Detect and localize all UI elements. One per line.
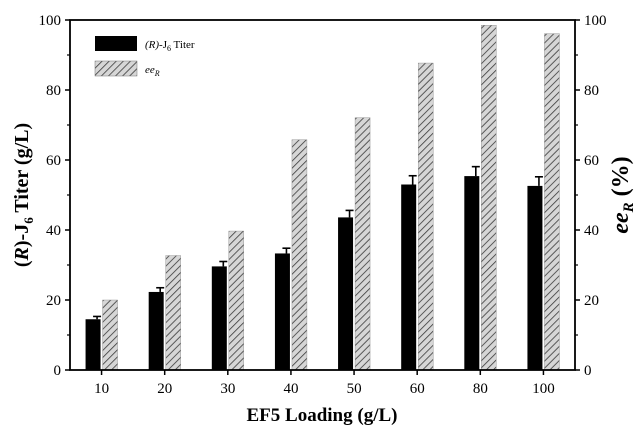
legend-swatch-ee (94, 60, 138, 77)
bar-ee-50 (354, 117, 371, 371)
x-tick-label-10: 10 (94, 381, 109, 397)
x-tick-label-80: 80 (473, 381, 488, 397)
y-left-tick-label-0: 0 (54, 363, 62, 379)
x-tick-label-40: 40 (283, 381, 298, 397)
y-left-tick-label-80: 80 (46, 83, 61, 99)
x-tick-label-20: 20 (157, 381, 172, 397)
bar-titer-50 (338, 217, 354, 370)
bar-titer-100 (527, 185, 543, 370)
y-right-tick-label-40: 40 (584, 223, 599, 239)
bar-titer-10 (85, 319, 101, 370)
legend: (R)-J6 Titer eeR (94, 36, 195, 78)
bar-ee-80 (481, 25, 497, 371)
bar-ee-30 (228, 230, 245, 371)
bars-layer (85, 25, 560, 371)
bar-titer-20 (148, 291, 164, 370)
y-right-tick-label-60: 60 (584, 153, 599, 169)
bar-ee-20 (165, 255, 181, 371)
bar-titer-40 (274, 253, 290, 370)
y-axis-title-left: (R)-J6 Titer (g/L) (11, 123, 36, 267)
axes-layer: 10 20 30 40 50 60 80 100 0 20 40 60 80 100 0 20 40 60 80 10… (39, 13, 607, 397)
legend-label-titer: (R)-J6 Titer (145, 39, 195, 53)
y-right-tick-label-20: 20 (584, 293, 599, 309)
y-right-tick-label-100: 100 (584, 13, 607, 29)
x-axis-title: EF5 Loading (g/L) (247, 405, 398, 426)
y-axis-title-right: eeR (%) (608, 156, 637, 233)
bar-titer-30 (211, 266, 227, 370)
bar-ee-60 (417, 62, 434, 371)
legend-label-ee: eeR (145, 64, 160, 78)
bar-ee-10 (102, 299, 118, 371)
x-tick-label-60: 60 (410, 381, 425, 397)
bar-titer-60 (401, 184, 417, 370)
bar-ee-40 (291, 139, 308, 371)
y-left-tick-label-100: 100 (39, 13, 62, 29)
y-right-tick-label-80: 80 (584, 83, 599, 99)
legend-swatch-titer (95, 36, 137, 51)
x-tick-label-30: 30 (220, 381, 235, 397)
y-left-tick-label-20: 20 (46, 293, 61, 309)
bar-titer-80 (464, 176, 480, 370)
x-tick-label-100: 100 (532, 381, 555, 397)
x-tick-label-50: 50 (347, 381, 362, 397)
y-right-tick-label-0: 0 (584, 363, 592, 379)
y-left-tick-label-60: 60 (46, 153, 61, 169)
y-left-tick-label-40: 40 (46, 223, 61, 239)
bar-ee-100 (544, 33, 560, 371)
